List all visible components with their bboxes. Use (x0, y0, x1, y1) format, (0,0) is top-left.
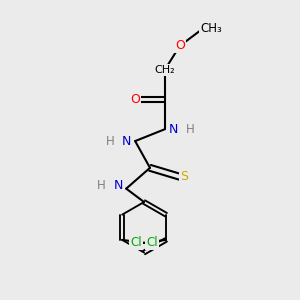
Text: O: O (130, 93, 140, 106)
Text: N: N (169, 123, 178, 136)
Text: O: O (175, 40, 185, 52)
Text: CH₃: CH₃ (200, 22, 222, 34)
Text: N: N (114, 179, 124, 192)
Text: H: H (97, 179, 105, 192)
Text: H: H (186, 123, 194, 136)
Text: Cl: Cl (146, 236, 158, 249)
Text: CH₂: CH₂ (154, 65, 175, 75)
Text: Cl: Cl (130, 236, 142, 249)
Text: N: N (122, 135, 131, 148)
Text: H: H (106, 135, 114, 148)
Text: S: S (180, 170, 188, 183)
